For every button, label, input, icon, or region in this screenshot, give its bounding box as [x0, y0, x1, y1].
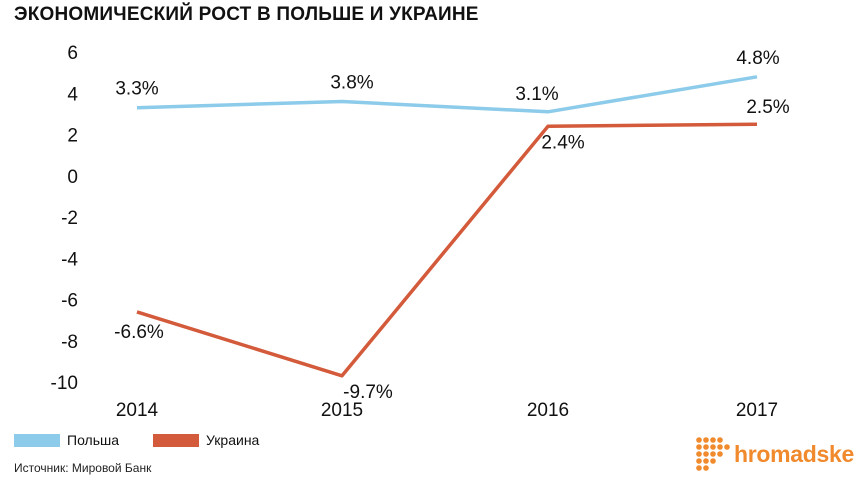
hromadske-logo: hromadske — [696, 437, 854, 471]
legend-label-poland: Польша — [67, 432, 120, 448]
logo-text: hromadske — [734, 440, 855, 467]
y-tick-label: -8 — [61, 332, 78, 353]
chart-title: ЭКОНОМИЧЕСКИЙ РОСТ В ПОЛЬШЕ И УКРАИНЕ — [14, 4, 479, 25]
data-label: -9.7% — [343, 382, 393, 403]
series-line-poland — [136, 75, 758, 114]
legend: Польша Украина — [14, 432, 293, 448]
y-tick-label: -6 — [61, 291, 78, 312]
y-tick-label: -4 — [61, 249, 78, 270]
x-tick-label: 2016 — [527, 400, 569, 421]
y-tick-label: -2 — [61, 208, 78, 229]
y-tick-label: 0 — [67, 167, 78, 188]
line-chart: 6 4 2 0 -2 -4 -6 -8 -10 2014 2015 2016 2017 3.3% 3.8% 3… — [51, 43, 790, 421]
data-label: 3.8% — [330, 73, 373, 94]
series-line-ukraine — [136, 122, 758, 378]
data-label: -6.6% — [114, 322, 164, 343]
y-tick-label: 2 — [67, 126, 78, 147]
y-tick-label: -10 — [51, 373, 78, 394]
data-label: 4.8% — [736, 48, 779, 69]
legend-item-poland: Польша — [14, 432, 119, 448]
legend-label-ukraine: Украина — [206, 432, 260, 448]
legend-swatch-ukraine — [153, 433, 200, 447]
data-label: 3.3% — [115, 79, 158, 100]
x-tick-label: 2015 — [321, 400, 363, 421]
data-label: 2.5% — [746, 97, 789, 118]
y-tick-label: 6 — [67, 43, 78, 64]
y-tick-label: 4 — [67, 84, 78, 105]
legend-swatch-poland — [14, 433, 60, 447]
data-label: 3.1% — [515, 84, 558, 105]
legend-item-ukraine: Украина — [153, 432, 259, 448]
x-tick-label: 2017 — [736, 400, 778, 421]
data-label: 2.4% — [541, 132, 584, 153]
hromadske-dots-icon — [696, 437, 730, 471]
source-note: Источник: Мировой Банк — [14, 461, 152, 475]
x-tick-label: 2014 — [116, 400, 159, 421]
